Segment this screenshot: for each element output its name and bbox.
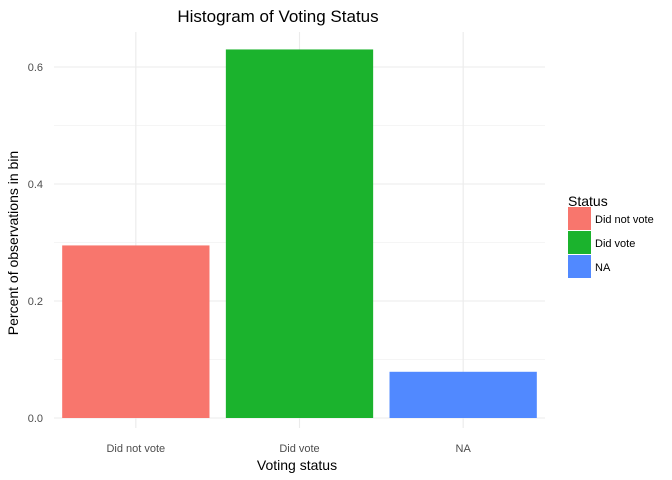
legend-entries: Did not vote Did vote NA xyxy=(568,207,654,278)
legend-label: Did vote xyxy=(595,238,635,250)
x-axis-ticks: Did not vote Did vote NA xyxy=(106,443,471,455)
legend-title: Status xyxy=(568,193,608,209)
y-axis-ticks: 0.0 0.2 0.4 0.6 xyxy=(28,62,43,425)
legend-label: Did not vote xyxy=(595,214,654,226)
legend-key xyxy=(568,231,591,254)
y-tick-label: 0.6 xyxy=(28,62,43,74)
legend-label: NA xyxy=(595,262,611,274)
x-tick-label: Did vote xyxy=(279,443,319,455)
bar-layer xyxy=(62,49,537,418)
legend-key xyxy=(568,207,591,230)
bar-na xyxy=(389,371,537,418)
y-tick-label: 0.2 xyxy=(28,296,43,308)
legend: Status Did not vote Did vote NA xyxy=(568,193,654,278)
x-axis-title: Voting status xyxy=(257,457,337,473)
x-tick-label: NA xyxy=(456,443,472,455)
chart-title: Histogram of Voting Status xyxy=(177,7,378,26)
y-tick-label: 0.4 xyxy=(28,179,43,191)
y-axis-title: Percent of observations in bin xyxy=(5,151,21,335)
legend-key xyxy=(568,255,591,278)
bar-did-vote xyxy=(225,49,374,418)
y-tick-label: 0.0 xyxy=(28,413,43,425)
x-tick-label: Did not vote xyxy=(106,443,165,455)
bar-did-not-vote xyxy=(62,245,210,418)
